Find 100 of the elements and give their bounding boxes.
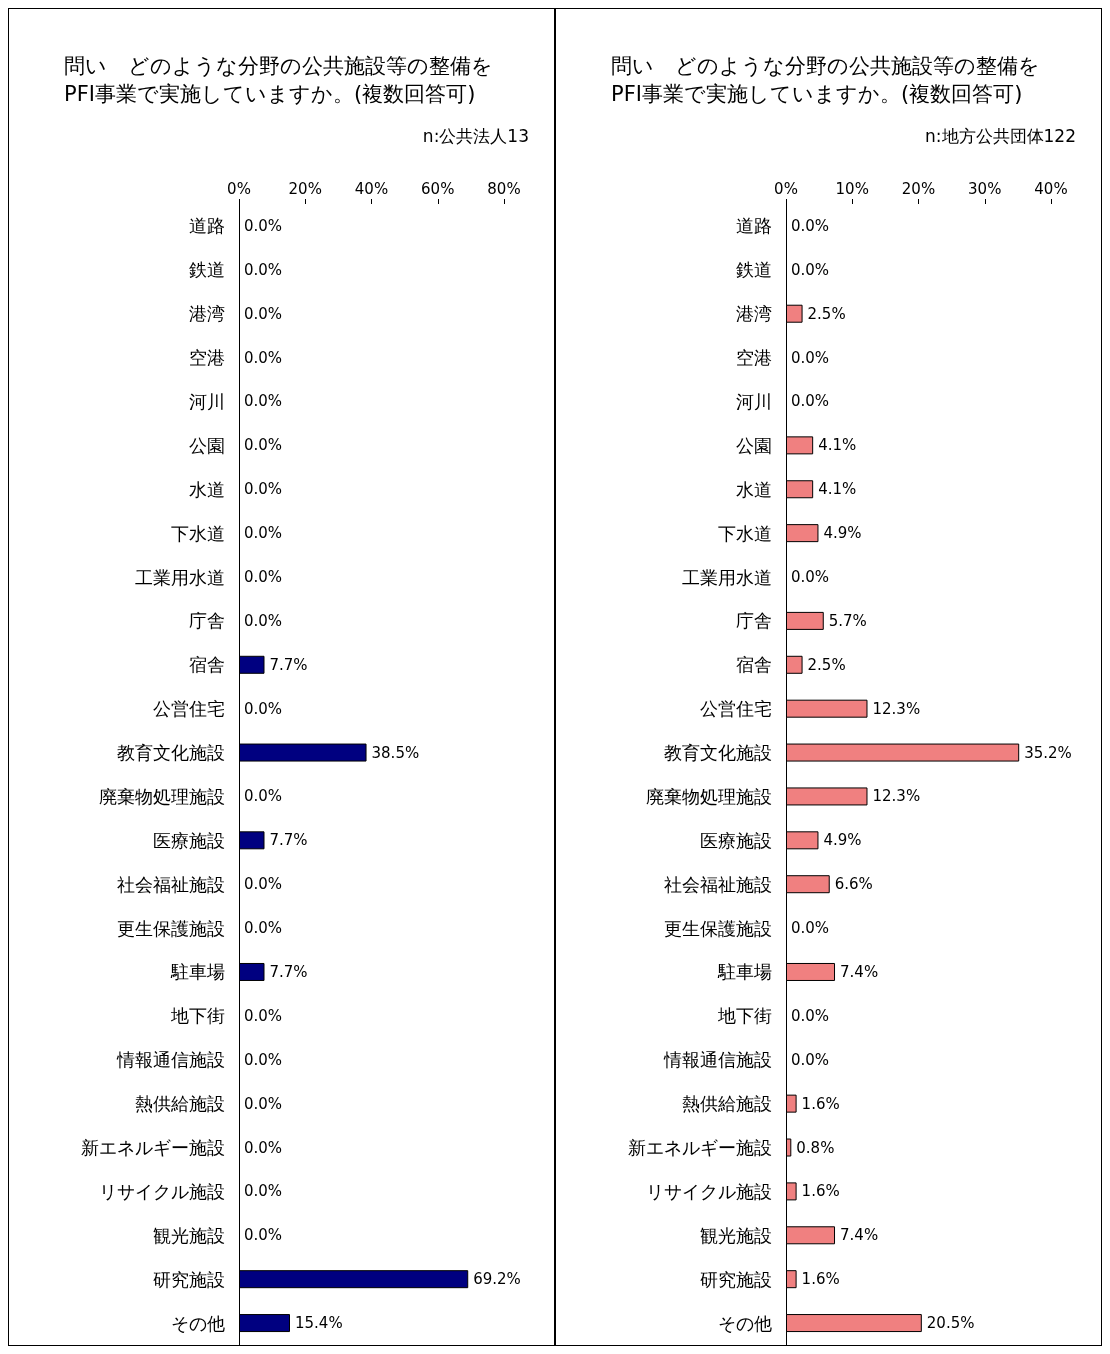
data-label: 0.0% [244, 699, 283, 718]
y-tick-label: 社会福祉施設 [117, 873, 225, 895]
x-tick-label: 80% [487, 179, 521, 198]
y-tick-label: 工業用水道 [682, 566, 772, 588]
data-label: 2.5% [807, 655, 846, 674]
y-tick-label: 水道 [189, 478, 225, 500]
y-tick-label: 工業用水道 [135, 566, 225, 588]
y-tick-label: 研究施設 [700, 1268, 772, 1290]
y-tick-label: 公園 [189, 434, 225, 456]
y-tick-label: 宿舎 [189, 654, 225, 676]
data-label: 7.4% [840, 1226, 879, 1245]
y-tick-label: 下水道 [171, 522, 225, 544]
data-label: 12.3% [872, 699, 921, 718]
y-tick-label: 河川 [189, 390, 225, 412]
x-tick-label: 20% [901, 179, 936, 198]
data-label: 0.0% [244, 436, 283, 455]
x-tick-label: 0% [774, 179, 798, 198]
data-label: 7.7% [269, 831, 308, 850]
data-label: 6.6% [834, 875, 873, 894]
y-tick-label: 下水道 [718, 522, 772, 544]
data-label: 0.0% [791, 1050, 830, 1069]
data-label: 0.0% [244, 787, 283, 806]
data-label: 1.6% [801, 1094, 840, 1113]
y-tick-label: 医療施設 [153, 829, 225, 851]
y-tick-label: 港湾 [189, 303, 225, 325]
data-label: 4.1% [818, 480, 857, 499]
x-tick-label: 20% [288, 179, 322, 198]
data-label: 0.0% [244, 304, 283, 323]
y-tick-label: 社会福祉施設 [664, 873, 772, 895]
data-label: 0.0% [244, 480, 283, 499]
x-tick-label: 60% [421, 179, 455, 198]
x-tick-label: 0% [227, 179, 251, 198]
x-tick-label: 30% [968, 179, 1002, 198]
y-tick-label: 公営住宅 [153, 698, 225, 720]
y-tick-label: 河川 [736, 390, 772, 412]
y-tick-label: 公営住宅 [700, 698, 772, 720]
text: n:地方公共団体122 [925, 125, 1076, 146]
data-label: 5.7% [828, 611, 867, 630]
data-label: 0.0% [244, 875, 283, 894]
data-label: 7.7% [269, 655, 308, 674]
data-label: 0.0% [244, 919, 283, 938]
y-tick-label: 医療施設 [700, 829, 772, 851]
y-tick-label: 廃棄物処理施設 [99, 785, 225, 807]
data-label: 0.0% [791, 392, 830, 411]
data-label: 15.4% [295, 1314, 343, 1333]
y-tick-label: 熱供給施設 [682, 1093, 772, 1115]
y-tick-label: 港湾 [736, 303, 772, 325]
y-tick-label: 情報通信施設 [663, 1049, 772, 1071]
x-tick-label: 40% [1034, 179, 1068, 198]
data-label: 0.0% [791, 568, 830, 587]
data-label: 0.0% [244, 1006, 283, 1025]
data-label: 0.8% [796, 1138, 835, 1157]
y-tick-label: 道路 [736, 215, 772, 237]
data-label: 35.2% [1024, 743, 1072, 762]
data-label: 4.9% [823, 831, 862, 850]
y-tick-label: 情報通信施設 [116, 1049, 225, 1071]
text: n:公共法人13 [422, 125, 530, 146]
y-tick-label: 廃棄物処理施設 [646, 785, 772, 807]
y-tick-label: 新エネルギー施設 [628, 1137, 772, 1159]
data-label: 12.3% [872, 787, 921, 806]
y-tick-label: 更生保護施設 [117, 917, 225, 939]
data-label: 1.6% [801, 1270, 840, 1289]
y-tick-label: 観光施設 [700, 1224, 772, 1246]
y-tick-label: 駐車場 [170, 961, 225, 983]
y-tick-label: 駐車場 [717, 961, 772, 983]
data-label: 69.2% [473, 1270, 521, 1289]
data-label: 0.0% [244, 1226, 283, 1245]
data-label: 0.0% [244, 1050, 283, 1069]
data-label: 1.6% [801, 1182, 840, 1201]
y-tick-label: 熱供給施設 [135, 1093, 225, 1115]
chart-title: 問い どのような分野の公共施設等の整備を PFI事業で実施していますか。(複数回答可) [64, 54, 493, 106]
y-tick-label: リサイクル施設 [646, 1180, 772, 1202]
data-label: 0.0% [244, 611, 283, 630]
y-tick-label: 研究施設 [153, 1268, 225, 1290]
data-label: 7.4% [840, 962, 879, 981]
y-tick-label: 庁舎 [736, 610, 772, 632]
data-label: 0.0% [244, 524, 283, 543]
data-label: 4.9% [823, 524, 862, 543]
data-label: 7.7% [269, 962, 308, 981]
data-label: 0.0% [244, 392, 283, 411]
data-label: 38.5% [371, 743, 420, 762]
y-tick-label: 道路 [189, 215, 225, 237]
data-label: 0.0% [244, 1138, 283, 1157]
y-tick-label: その他 [171, 1312, 225, 1334]
y-tick-label: 空港 [189, 347, 225, 369]
data-label: 0.0% [244, 348, 283, 367]
data-label: 0.0% [244, 568, 283, 587]
data-label: 0.0% [791, 919, 830, 938]
x-tick-label: 10% [835, 179, 869, 198]
y-tick-label: 鉄道 [189, 259, 225, 281]
data-label: 0.0% [791, 216, 830, 235]
x-tick-label: 40% [354, 179, 389, 198]
y-tick-label: リサイクル施設 [99, 1180, 225, 1202]
y-tick-label: 観光施設 [153, 1224, 225, 1246]
y-tick-label: その他 [718, 1312, 772, 1334]
y-tick-label: 庁舎 [189, 610, 225, 632]
y-tick-label: 地下街 [170, 1005, 225, 1027]
y-tick-label: 鉄道 [736, 259, 772, 281]
y-tick-label: 教育文化施設 [117, 742, 225, 764]
y-tick-label: 水道 [736, 478, 772, 500]
